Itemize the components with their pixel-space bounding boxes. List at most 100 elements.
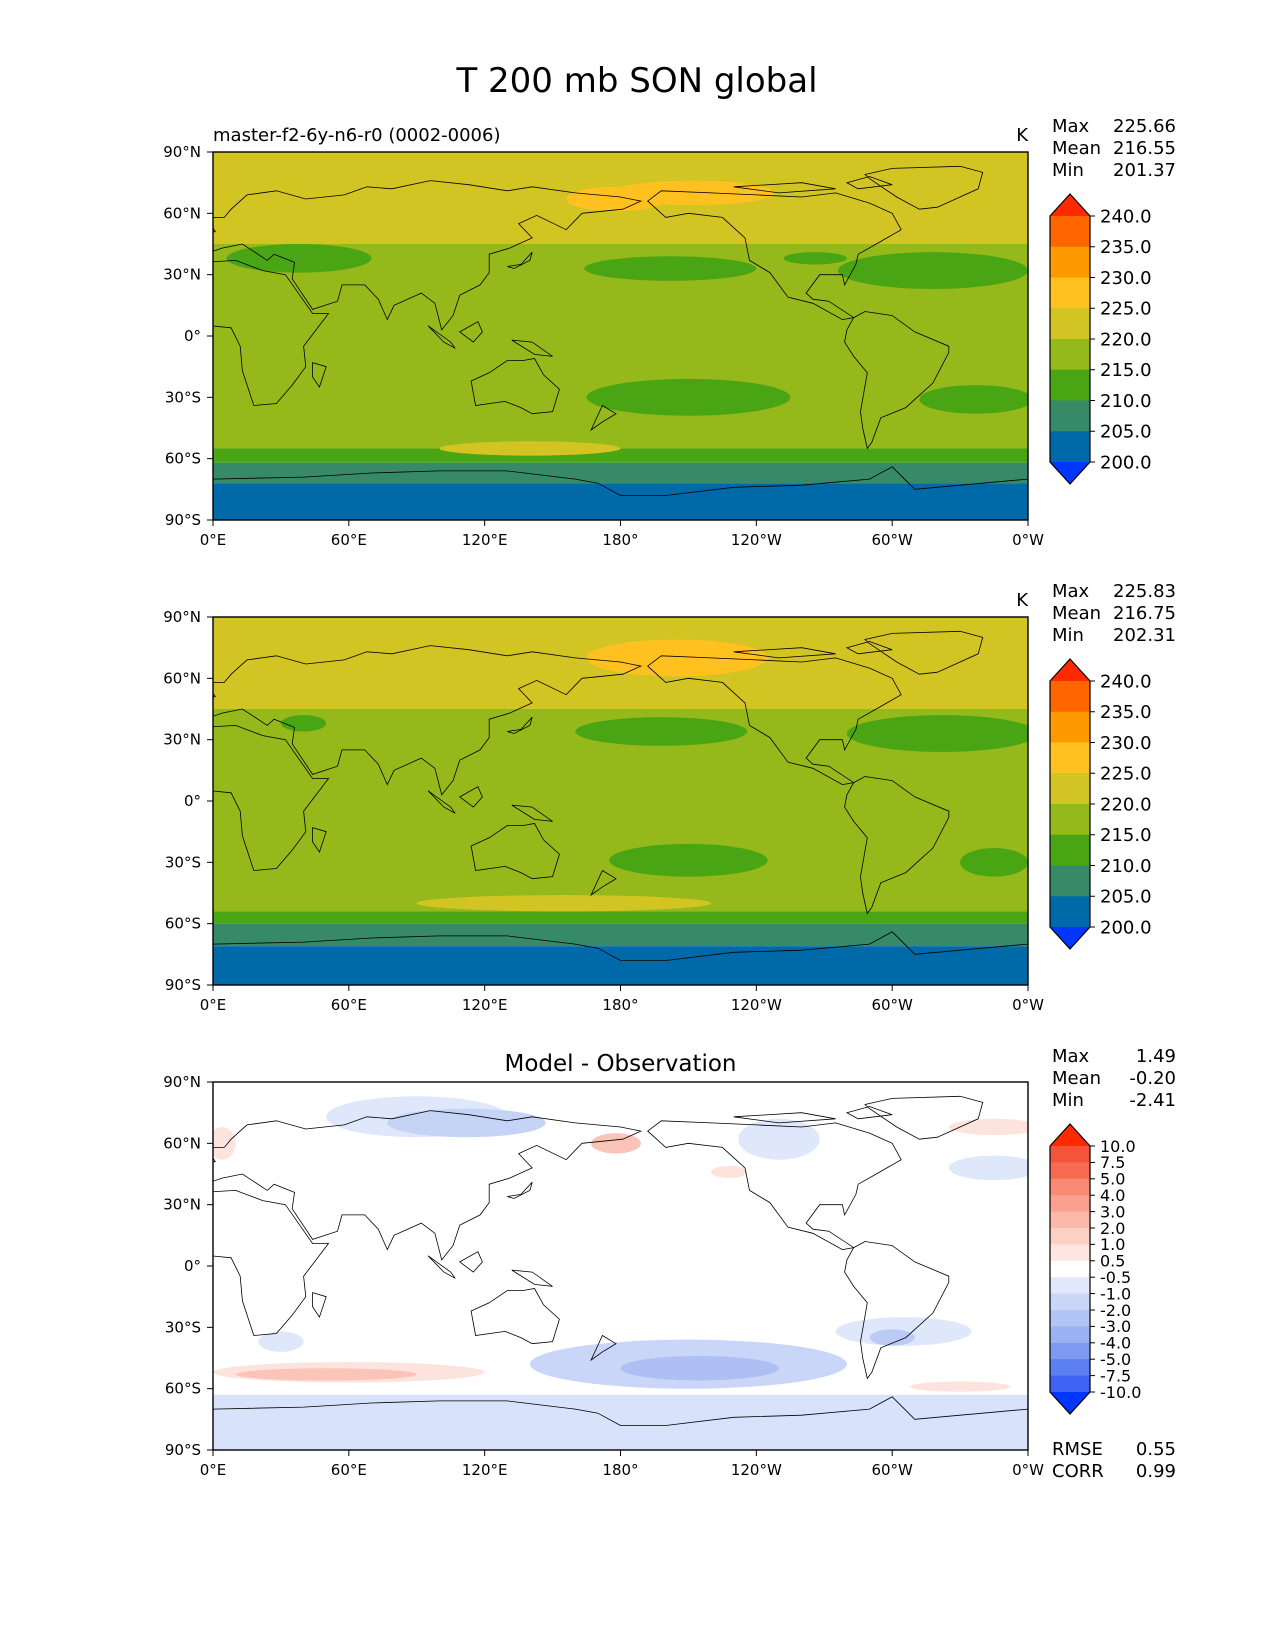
- coastline-14: [312, 362, 327, 389]
- coastline-7: [507, 1181, 533, 1199]
- colorbar-segment: [1050, 1293, 1090, 1311]
- coastline-2: [213, 645, 643, 796]
- colorbar-tick-label: 200.0: [1100, 917, 1152, 938]
- lat-tick-label: 60°N: [163, 669, 201, 687]
- map-panel-diff: 90°N 60°N 30°N 0° 30°S 60°S 90°S 0°E 60°E 120°E 18…: [163, 1046, 1176, 1482]
- colorbar-segment: [1050, 1260, 1090, 1278]
- lon-tick-label: 60°W: [871, 996, 913, 1014]
- colorbar-tick-label: 240.0: [1100, 671, 1152, 692]
- map-panel-model: 90°N 60°N 30°N 0° 30°S 60°S 90°S 0°E 60°E 120°E 18…: [163, 116, 1176, 549]
- contour-region-1: [586, 639, 768, 677]
- coastline-9: [459, 1251, 483, 1273]
- colorbar: 10.07.55.04.03.02.01.00.5-0.5-1.0-2.0-3.…: [1049, 1123, 1141, 1415]
- stat-label: Max: [1052, 581, 1090, 602]
- colorbar-tick-label: -0.5: [1100, 1268, 1131, 1287]
- coastline-15: [213, 466, 1028, 520]
- coastline-13: [590, 1334, 617, 1362]
- colorbar-segment: [1050, 1277, 1090, 1295]
- colorbar-segment: [1050, 308, 1090, 340]
- lat-tick-label: 30°S: [165, 388, 201, 406]
- colorbar-tick-label: 215.0: [1100, 825, 1152, 846]
- coastline-13: [590, 869, 617, 897]
- lon-tick-label: 120°E: [462, 1461, 508, 1479]
- colorbar-segment: [1050, 246, 1090, 278]
- contour-region-4: [584, 256, 757, 281]
- lat-tick-label: 60°N: [163, 204, 201, 222]
- coastline-6: [864, 1095, 984, 1140]
- contour-region-5: [837, 252, 1028, 289]
- lat-tick-label: 90°N: [163, 1073, 201, 1091]
- colorbar-tick-label: 1.0: [1100, 1235, 1125, 1254]
- colorbar-tick-label: 220.0: [1100, 329, 1152, 350]
- colorbar-segment: [1050, 1162, 1090, 1180]
- coastline-1: [213, 724, 330, 871]
- contour-band-3: [213, 448, 1028, 463]
- coastline-4: [647, 1120, 902, 1251]
- coastline-10: [511, 804, 553, 822]
- contour-region-4: [846, 715, 1028, 752]
- contour-region-3: [738, 1118, 820, 1160]
- coastline-7: [507, 716, 533, 734]
- colorbar-segment: [1050, 431, 1090, 463]
- coastline-1: [213, 259, 330, 406]
- coastline-17: [845, 641, 893, 655]
- coastline-3: [470, 823, 560, 880]
- contour-region-13: [213, 1126, 236, 1160]
- contour-region-6: [960, 848, 1028, 877]
- colorbar-tick-label: 235.0: [1100, 237, 1152, 258]
- filled-contours: [213, 1082, 1028, 1450]
- contour-region-8: [919, 385, 1028, 414]
- colorbar-segment: [1050, 1146, 1090, 1163]
- coastline-10: [511, 339, 553, 357]
- colorbar-segment: [1050, 1195, 1090, 1213]
- contour-region-2: [611, 180, 775, 206]
- colorbar-segment: [1050, 216, 1090, 248]
- colorbar-tick-label: 240.0: [1100, 206, 1152, 227]
- colorbar-tick-label: 4.0: [1100, 1186, 1125, 1205]
- colorbar-tick-label: 215.0: [1100, 360, 1152, 381]
- stat-value: 202.31: [1113, 625, 1176, 646]
- colorbar-tick-label: 5.0: [1100, 1170, 1125, 1189]
- stat-label: Max: [1052, 116, 1090, 137]
- stat-label: Mean: [1052, 1068, 1101, 1089]
- contour-region-5: [609, 843, 768, 877]
- metric-label: RMSE: [1052, 1439, 1103, 1460]
- colorbar-segment: [1050, 1375, 1090, 1393]
- colorbar-tick-label: 200.0: [1100, 452, 1152, 473]
- colorbar-segment: [1050, 400, 1090, 432]
- contour-region-4: [948, 1155, 1028, 1181]
- contour-region-12: [711, 1165, 748, 1179]
- colorbar-segment: [1050, 681, 1090, 713]
- coastlines: [213, 1095, 1028, 1450]
- lon-tick-label: 60°E: [331, 996, 367, 1014]
- lon-tick-label: 0°W: [1012, 531, 1044, 549]
- colorbar-tick-label: 225.0: [1100, 764, 1152, 785]
- panels: 90°N 60°N 30°N 0° 30°S 60°S 90°S 0°E 60°E 120°E 18…: [163, 116, 1176, 1482]
- colorbar: 240.0 235.0 230.0 225.0 220.0 215.0 210.0 205.0…: [1049, 658, 1152, 950]
- coastline-13: [590, 404, 617, 432]
- colorbar-segment: [1050, 896, 1090, 928]
- lat-tick-label: 60°S: [165, 450, 201, 468]
- coastline-14: [312, 1292, 327, 1319]
- coastline-17: [845, 1106, 893, 1120]
- colorbar-tick-label: -4.0: [1100, 1334, 1131, 1353]
- coastline-14: [312, 827, 327, 854]
- colorbar-segment: [1050, 834, 1090, 866]
- contour-band-4: [213, 923, 1028, 947]
- colorbar-tick-label: 205.0: [1100, 422, 1152, 443]
- lon-tick-label: 0°E: [200, 1461, 227, 1479]
- lat-tick-label: 90°S: [165, 511, 201, 529]
- contour-region-3: [226, 243, 372, 273]
- stat-value: 1.49: [1136, 1046, 1176, 1067]
- colorbar-tick-label: -2.0: [1100, 1301, 1131, 1320]
- colorbar-tick-label: -7.5: [1100, 1366, 1131, 1385]
- lat-tick-label: 60°S: [165, 915, 201, 933]
- coastline-5: [844, 1241, 950, 1380]
- colorbar-tick-label: 230.0: [1100, 733, 1152, 754]
- colorbar-tick-label: -1.0: [1100, 1284, 1131, 1303]
- coastline-16: [733, 1112, 836, 1124]
- colorbar-tick-label: 10.0: [1100, 1137, 1136, 1156]
- lat-tick-label: 90°N: [163, 608, 201, 626]
- lon-tick-label: 60°W: [871, 1461, 913, 1479]
- colorbar-tick-label: 210.0: [1100, 856, 1152, 877]
